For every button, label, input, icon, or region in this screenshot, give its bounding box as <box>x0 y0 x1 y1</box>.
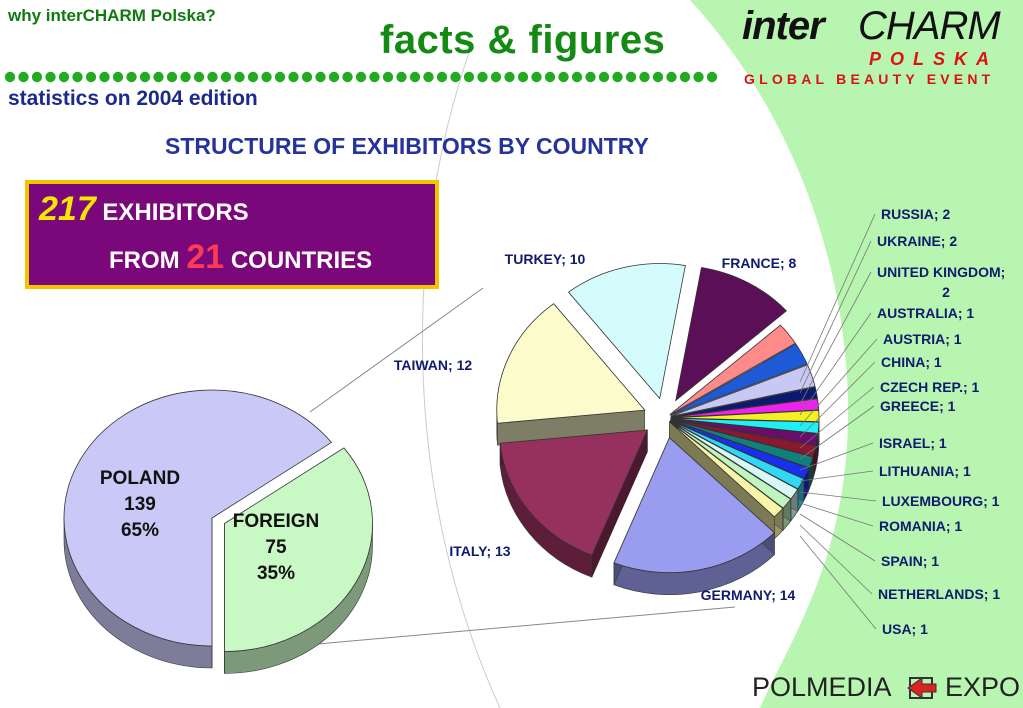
domestic-foreign-pie <box>63 389 373 674</box>
dotted-divider <box>4 71 718 83</box>
pie2-label-russia: RUSSIA; 2 <box>881 206 950 222</box>
pie2-slice-usa <box>669 421 784 518</box>
country-breakdown-pie <box>496 263 820 595</box>
pie2-leader-united-kingdom <box>799 271 872 405</box>
pie2-label-united-kingdom-value: 2 <box>942 284 950 300</box>
pie2-slice-china <box>670 409 820 423</box>
pie2-label-spain: SPAIN; 1 <box>881 553 939 569</box>
page-title: facts & figures <box>380 18 666 62</box>
pie2-slice-netherlands <box>669 421 792 509</box>
pie2-leader-lithuania <box>799 470 874 482</box>
pie2-leader-china <box>799 361 876 438</box>
pie2-slice-russia <box>669 324 796 416</box>
logo-charm-text: CHARM <box>858 4 1001 48</box>
country-count: 21 <box>186 238 225 276</box>
pie2-label-czech-rep: CZECH REP.; 1 <box>880 379 980 395</box>
green-side-panel <box>690 0 1023 708</box>
polmedia-logo-text: POLMEDIA <box>752 672 892 702</box>
pie1-label-poland-1: 139 <box>124 494 156 515</box>
pie1-label-poland-2: 65% <box>121 520 159 541</box>
pie2-leader-czech-rep <box>799 386 875 449</box>
pie2-slice-ukraine <box>670 343 808 416</box>
pie2-slice-taiwan <box>496 303 646 424</box>
pie2-leader-spain <box>799 513 876 562</box>
pie2-label-lithuania: LITHUANIA; 1 <box>879 463 971 479</box>
pie2-slice-france <box>675 267 787 402</box>
pie2-leader-israel <box>799 442 874 471</box>
polmedia-arrow-icon <box>907 677 937 699</box>
pie2-label-greece: GREECE; 1 <box>880 398 956 414</box>
pie2-label-austria: AUSTRIA; 1 <box>883 331 962 347</box>
pie2-label-romania: ROMANIA; 1 <box>879 518 962 534</box>
pie1-label-poland-0: POLAND <box>100 468 180 489</box>
pie2-label-france: FRANCE; 8 <box>722 255 797 271</box>
pie1-label-foreign-0: FOREIGN <box>233 511 320 532</box>
logo-tagline: GLOBAL BEAUTY EVENT <box>744 71 995 87</box>
pie2-slice-israel <box>670 418 817 457</box>
pie2-label-israel: ISRAEL; 1 <box>879 435 947 451</box>
pie2-leader-netherlands <box>799 524 873 595</box>
pie2-label-taiwan: TAIWAN; 12 <box>394 357 473 373</box>
decorative-arc <box>421 49 501 708</box>
chart-title: STRUCTURE OF EXHIBITORS BY COUNTRY <box>165 133 649 159</box>
pie2-leader-australia <box>799 312 872 416</box>
pie1-slice-foreign <box>224 447 373 652</box>
pie2-leader-austria <box>799 338 878 427</box>
exhibitor-count: 217 <box>39 190 96 228</box>
pie1-slice-poland <box>63 389 333 647</box>
country-labels: FRANCE; 8 RUSSIA; 2 UKRAINE; 2 UNITED KINGD… <box>394 206 1005 637</box>
pie2-label-usa: USA; 1 <box>882 621 928 637</box>
header-question: why interCHARM Polska? <box>8 6 216 25</box>
pie2-slice-spain <box>669 420 799 500</box>
pie2-label-italy: ITALY; 13 <box>449 543 510 559</box>
pie2-slice-romania <box>670 420 805 490</box>
pie2-slice-luxembourg <box>670 419 810 480</box>
pie1-label-foreign-2: 35% <box>257 563 295 584</box>
pie2-label-germany: GERMANY; 14 <box>701 587 796 603</box>
pie2-slice-italy <box>499 429 649 556</box>
pie2-leader-usa <box>799 535 877 630</box>
pie2-label-ukraine: UKRAINE; 2 <box>877 233 957 249</box>
pie2-slice-lithuania <box>670 419 814 469</box>
pie2-leader-ukraine <box>799 240 872 394</box>
pie2-label-turkey: TURKEY; 10 <box>505 251 586 267</box>
exhibitor-summary-box: 217 EXHIBITORS FROM 21 COUNTRIES <box>25 180 439 289</box>
logo-polska-text: POLSKA <box>869 49 999 69</box>
pie2-label-united-kingdom: UNITED KINGDOM; <box>877 264 1005 280</box>
domestic-foreign-labels: POLAND 139 65% FOREIGN 75 35% <box>100 468 319 584</box>
pie2-label-australia: AUSTRALIA; 1 <box>877 305 974 321</box>
pie2-leader-greece <box>799 405 875 460</box>
exhibitor-count-line: 217 EXHIBITORS <box>39 190 249 229</box>
pie2-leader-romania <box>799 502 874 527</box>
pie2-slice-turkey <box>567 263 686 400</box>
connector-line-bottom <box>249 606 736 651</box>
pie2-slice-australia <box>670 386 818 418</box>
pie2-leader-luxembourg <box>799 491 877 502</box>
connector-line-top <box>309 287 484 413</box>
page-subtitle: statistics on 2004 edition <box>8 87 258 110</box>
country-count-line: FROM 21 COUNTRIES <box>109 238 372 277</box>
pie2-slice-greece <box>670 418 819 446</box>
from-label: FROM <box>109 247 180 274</box>
expo-logo-text: EXPO <box>945 672 1021 702</box>
pie1-label-foreign-1: 75 <box>265 537 287 558</box>
pie2-leader-russia <box>799 213 876 383</box>
exhibitor-count-label: EXHIBITORS <box>102 199 249 226</box>
pie2-slice-austria <box>670 398 820 418</box>
pie2-label-netherlands: NETHERLANDS; 1 <box>878 586 1000 602</box>
country-count-label: COUNTRIES <box>230 247 373 274</box>
pie2-slice-germany <box>613 436 776 574</box>
pie2-label-luxembourg: LUXEMBOURG; 1 <box>882 493 1000 509</box>
logo-inter-text: inter <box>742 4 825 48</box>
pie2-label-china: CHINA; 1 <box>881 354 942 370</box>
intercharm-logo: inter CHARM POLSKA GLOBAL BEAUTY EVENT <box>740 4 1020 88</box>
